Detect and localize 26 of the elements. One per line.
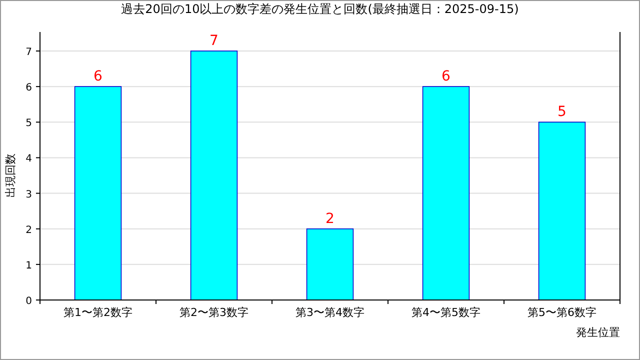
y-tick-label: 1 bbox=[26, 260, 32, 272]
chart-title: 過去20回の10以上の数字差の発生位置と回数(最終抽選日：2025-09-15) bbox=[121, 2, 519, 16]
y-tick-label: 3 bbox=[26, 189, 32, 200]
bar bbox=[74, 86, 122, 300]
x-tick-label: 第5〜第6数字 bbox=[528, 306, 596, 319]
data-label: 5 bbox=[558, 104, 566, 120]
y-tick-label: 0 bbox=[26, 296, 32, 307]
bar bbox=[306, 228, 354, 300]
x-axis-title: 発生位置 bbox=[576, 326, 620, 339]
x-tick-label: 第1〜第2数字 bbox=[64, 306, 132, 319]
x-tick-label: 第3〜第4数字 bbox=[296, 306, 364, 319]
data-label: 6 bbox=[442, 68, 451, 85]
y-tick-label: 2 bbox=[26, 224, 32, 236]
data-label: 2 bbox=[326, 210, 334, 227]
x-tick-label: 第4〜第5数字 bbox=[412, 306, 480, 319]
x-tick-label: 第2〜第3数字 bbox=[180, 306, 248, 319]
y-tick-label: 5 bbox=[26, 118, 32, 130]
y-axis-title: 出現回数 bbox=[4, 154, 17, 198]
data-label: 7 bbox=[210, 33, 218, 49]
data-label: 6 bbox=[94, 68, 103, 85]
bar bbox=[422, 86, 470, 300]
y-tick-label: 7 bbox=[26, 47, 32, 58]
bar bbox=[190, 50, 238, 300]
y-tick-label: 6 bbox=[26, 82, 32, 94]
y-tick-label: 4 bbox=[26, 154, 32, 165]
bar bbox=[538, 122, 586, 300]
